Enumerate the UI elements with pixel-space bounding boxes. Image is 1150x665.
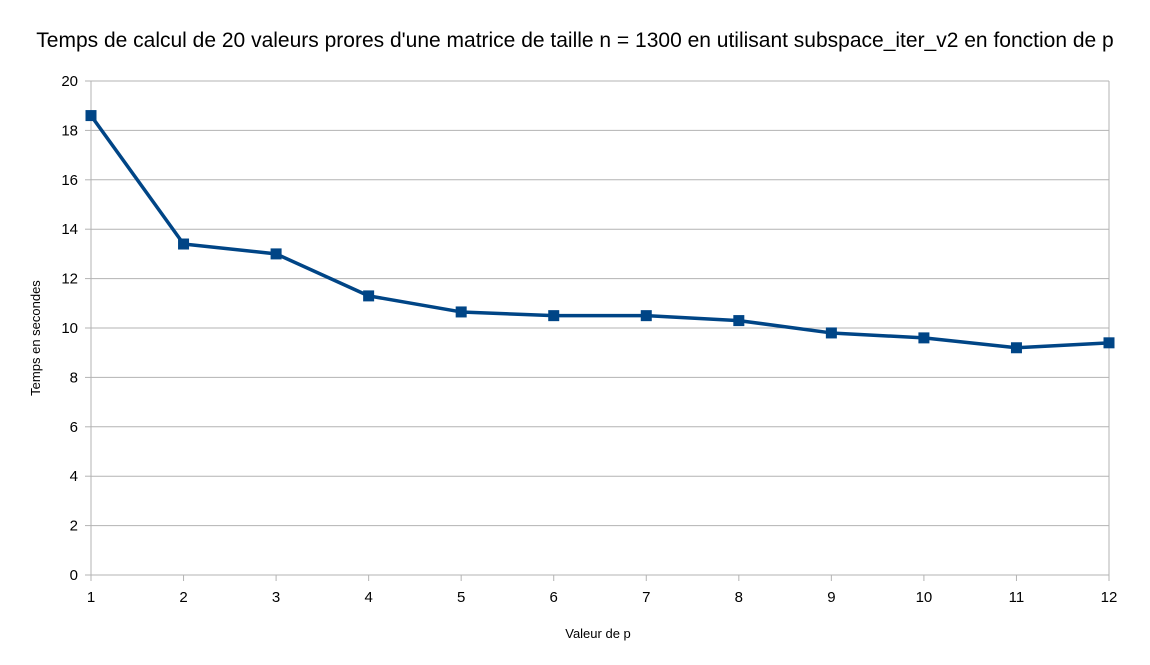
- y-tick-label: 20: [61, 73, 78, 90]
- y-tick-label: 8: [70, 369, 78, 386]
- x-tick-label: 7: [642, 589, 650, 606]
- y-tick-label: 0: [70, 567, 78, 584]
- data-point-marker: [918, 332, 930, 344]
- x-tick-label: 3: [272, 589, 280, 606]
- x-tick-label: 12: [1101, 589, 1118, 606]
- y-tick-label: 18: [61, 122, 78, 139]
- x-tick-label: 11: [1009, 589, 1025, 606]
- data-point-marker: [85, 110, 97, 122]
- data-point-marker: [733, 315, 745, 327]
- x-tick-labels: 1 2 3 4 5 6 7 8 9 10 11 12: [87, 589, 1118, 606]
- x-tick-label: 10: [916, 589, 933, 606]
- x-axis-label: Valeur de p: [565, 626, 631, 641]
- series: [85, 110, 1115, 354]
- y-tick-label: 2: [70, 518, 78, 535]
- data-point-marker: [363, 290, 375, 302]
- y-tick-label: 14: [61, 221, 78, 238]
- y-tick-label: 4: [70, 468, 78, 485]
- data-point-marker: [1010, 342, 1022, 354]
- y-tick-label: 6: [70, 419, 78, 436]
- y-tick-label: 16: [61, 172, 78, 189]
- x-tick-label: 8: [735, 589, 743, 606]
- data-point-marker: [270, 248, 282, 260]
- x-tick-label: 1: [87, 589, 95, 606]
- data-point-marker: [178, 238, 190, 250]
- data-point-marker: [548, 310, 560, 322]
- x-tick-label: 6: [550, 589, 558, 606]
- chart-title: Temps de calcul de 20 valeurs prores d'u…: [36, 29, 1113, 52]
- x-tick-label: 9: [827, 589, 835, 606]
- data-point-marker: [1103, 337, 1115, 349]
- data-point-marker: [640, 310, 652, 322]
- data-point-marker: [825, 327, 837, 339]
- y-tick-labels: 0 2 4 6 8 10 12 14 16 18 20: [61, 73, 78, 584]
- axes: [85, 80, 1110, 581]
- y-tick-label: 12: [61, 271, 78, 288]
- data-point-marker: [455, 306, 467, 318]
- y-axis-label: Temps en secondes: [28, 280, 43, 396]
- y-tick-label: 10: [61, 320, 78, 337]
- series-line: [89, 114, 1110, 350]
- x-tick-label: 2: [179, 589, 187, 606]
- gridlines: [91, 80, 1109, 576]
- x-tick-label: 5: [457, 589, 465, 606]
- x-tick-label: 4: [364, 589, 372, 606]
